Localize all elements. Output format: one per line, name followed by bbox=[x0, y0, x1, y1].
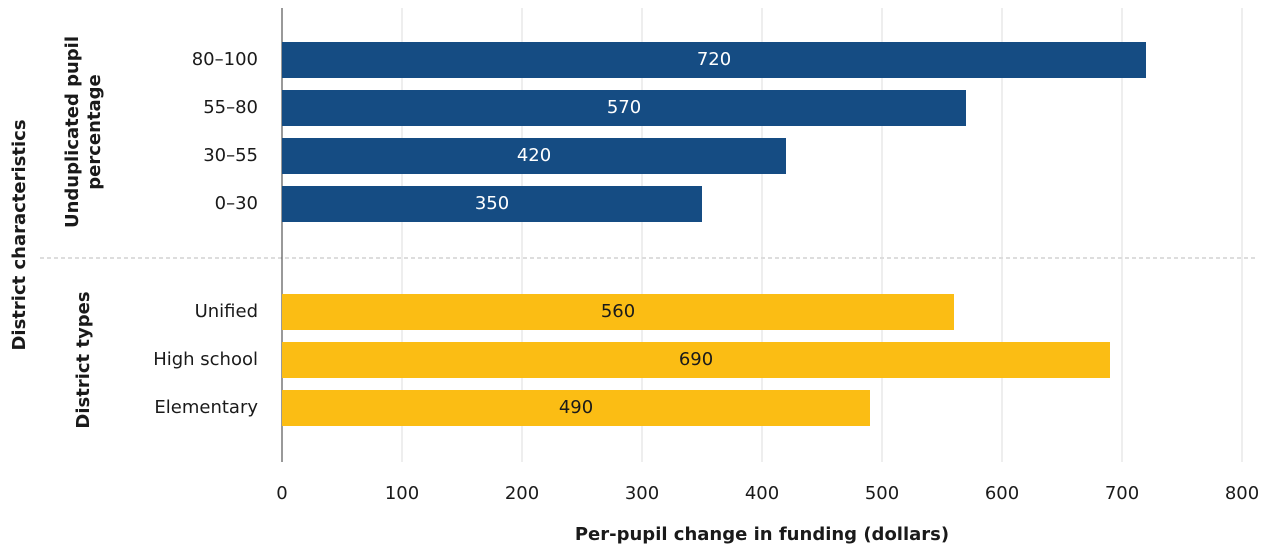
value-label: 570 bbox=[607, 97, 641, 118]
x-axis-title: Per-pupil change in funding (dollars) bbox=[575, 524, 949, 545]
bar bbox=[282, 342, 1110, 378]
bar bbox=[282, 42, 1146, 78]
x-tick-label: 500 bbox=[865, 483, 899, 504]
value-label: 490 bbox=[559, 397, 593, 418]
group-label: District types bbox=[73, 291, 94, 428]
y-tick-label: 55–80 bbox=[203, 97, 258, 118]
y-tick-label: 80–100 bbox=[192, 49, 258, 70]
bar bbox=[282, 294, 954, 330]
y-axis-title: District characteristics bbox=[9, 119, 30, 350]
bar bbox=[282, 390, 870, 426]
bar bbox=[282, 186, 702, 222]
x-tick-label: 600 bbox=[985, 483, 1019, 504]
x-tick-label: 100 bbox=[385, 483, 419, 504]
x-tick-label: 700 bbox=[1105, 483, 1139, 504]
value-label: 560 bbox=[601, 301, 635, 322]
group-label: percentage bbox=[84, 74, 105, 190]
value-label: 690 bbox=[679, 349, 713, 370]
x-tick-label: 200 bbox=[505, 483, 539, 504]
y-tick-label: 0–30 bbox=[215, 193, 258, 214]
y-tick-label: 30–55 bbox=[203, 145, 258, 166]
y-tick-label: High school bbox=[153, 349, 258, 370]
x-tick-label: 400 bbox=[745, 483, 779, 504]
value-label: 350 bbox=[475, 193, 509, 214]
group-label: Unduplicated pupil bbox=[62, 36, 83, 228]
y-tick-label: Unified bbox=[195, 301, 258, 322]
y-tick-label: Elementary bbox=[154, 397, 258, 418]
bar bbox=[282, 90, 966, 126]
x-tick-label: 300 bbox=[625, 483, 659, 504]
x-tick-label: 800 bbox=[1225, 483, 1259, 504]
value-label: 420 bbox=[517, 145, 551, 166]
x-tick-label: 0 bbox=[276, 483, 287, 504]
bar bbox=[282, 138, 786, 174]
value-label: 720 bbox=[697, 49, 731, 70]
